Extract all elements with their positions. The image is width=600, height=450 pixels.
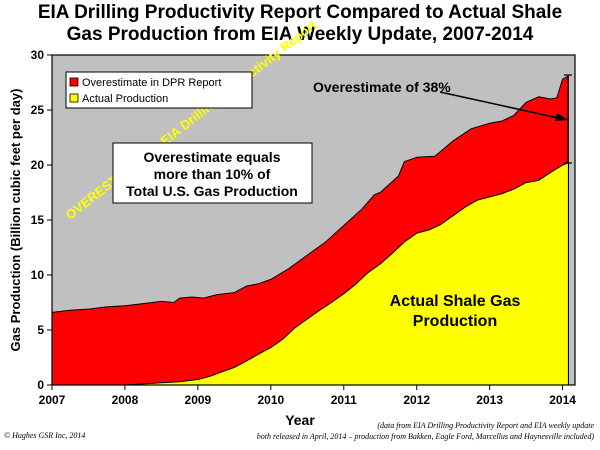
legend-swatch-actual bbox=[69, 93, 79, 103]
x-tick-label: 2007 bbox=[39, 393, 66, 407]
copyright-note: © Hughes GSR Inc, 2014 bbox=[4, 431, 86, 440]
y-tick-label: 20 bbox=[31, 158, 45, 172]
source-note-line-2: both released in April, 2014 – productio… bbox=[256, 432, 594, 441]
x-tick-label: 2010 bbox=[257, 393, 284, 407]
chart-title-line-1: EIA Drilling Productivity Report Compare… bbox=[37, 2, 563, 23]
overestimate-info-line-3: Total U.S. Gas Production bbox=[126, 183, 298, 199]
callout-arrowhead bbox=[555, 113, 568, 121]
actual-production-area bbox=[51, 162, 569, 386]
legend-box bbox=[65, 71, 253, 109]
legend-label-actual: Actual Production bbox=[82, 93, 168, 105]
area-series-layer bbox=[51, 75, 569, 386]
actual-production-label-line-1: Actual Shale Gas bbox=[390, 293, 521, 310]
y-tick-label: 15 bbox=[31, 213, 45, 227]
x-tick-label: 2008 bbox=[112, 393, 139, 407]
chart-title: EIA Drilling Productivity Report Compare… bbox=[0, 2, 600, 46]
overestimate-info-box bbox=[112, 142, 313, 204]
legend: Overestimate in DPR Report Actual Produc… bbox=[65, 71, 253, 109]
y-axis-title: Gas Production (Billion cubic feet per d… bbox=[8, 89, 23, 352]
x-tick-label: 2014 bbox=[549, 393, 576, 407]
x-tick-label: 2013 bbox=[476, 393, 503, 407]
callout-arrow-line bbox=[439, 91, 564, 120]
source-note: (data from EIA Drilling Productivity Rep… bbox=[174, 420, 594, 442]
overestimate-info-line-2: more than 10% of bbox=[154, 166, 271, 182]
actual-production-label-line-2: Production bbox=[413, 313, 497, 330]
x-tick-label: 2011 bbox=[331, 393, 357, 407]
y-tick-label: 5 bbox=[37, 323, 44, 337]
legend-swatch-overestimate bbox=[69, 77, 79, 87]
legend-label-overestimate: Overestimate in DPR Report bbox=[82, 77, 221, 89]
chart-title-line-2: Gas Production from EIA Weekly Update, 2… bbox=[66, 24, 534, 45]
x-tick-label: 2009 bbox=[185, 393, 212, 407]
axes-layer: 0 5 10 15 20 25 30 2007 2008 2009 2010 2011 2012 2013… bbox=[31, 48, 577, 407]
y-tick-label: 0 bbox=[37, 378, 44, 392]
x-tick-label: 2012 bbox=[403, 393, 430, 407]
overestimate-info-line-1: Overestimate equals bbox=[144, 149, 281, 165]
source-note-line-1: (data from EIA Drilling Productivity Rep… bbox=[377, 421, 594, 430]
y-tick-label: 10 bbox=[31, 268, 45, 282]
y-tick-label: 25 bbox=[31, 103, 45, 117]
overestimate-percent-callout: Overestimate of 38% bbox=[313, 79, 451, 95]
x-axis-title: Year bbox=[285, 412, 315, 428]
y-tick-label: 30 bbox=[31, 48, 45, 62]
